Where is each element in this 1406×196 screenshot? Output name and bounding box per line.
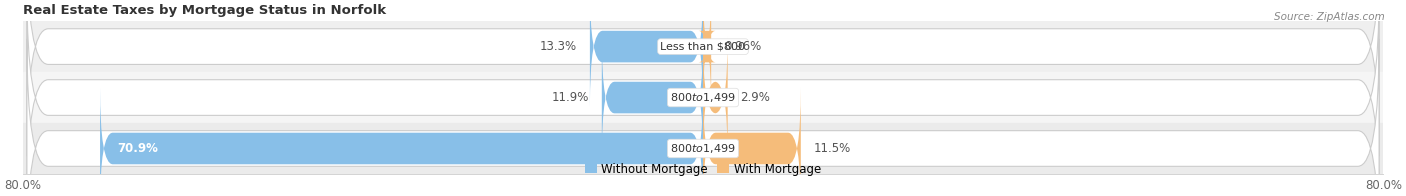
Text: 2.9%: 2.9% [741, 91, 770, 104]
FancyBboxPatch shape [27, 0, 1379, 196]
FancyBboxPatch shape [591, 0, 703, 107]
Bar [22, 21, 1384, 72]
Text: $800 to $1,499: $800 to $1,499 [671, 142, 735, 155]
FancyBboxPatch shape [100, 88, 703, 196]
Text: 11.5%: 11.5% [814, 142, 851, 155]
FancyBboxPatch shape [27, 0, 1379, 156]
Bar [22, 72, 1384, 123]
Text: Real Estate Taxes by Mortgage Status in Norfolk: Real Estate Taxes by Mortgage Status in … [22, 4, 385, 17]
Bar [22, 123, 1384, 174]
Legend: Without Mortgage, With Mortgage: Without Mortgage, With Mortgage [581, 158, 825, 180]
FancyBboxPatch shape [602, 37, 703, 158]
Text: Less than $800: Less than $800 [661, 42, 745, 52]
FancyBboxPatch shape [703, 88, 801, 196]
FancyBboxPatch shape [703, 37, 728, 158]
Text: 13.3%: 13.3% [540, 40, 576, 53]
Text: 0.96%: 0.96% [724, 40, 761, 53]
FancyBboxPatch shape [27, 39, 1379, 196]
Text: $800 to $1,499: $800 to $1,499 [671, 91, 735, 104]
Text: 11.9%: 11.9% [551, 91, 589, 104]
Text: Source: ZipAtlas.com: Source: ZipAtlas.com [1274, 12, 1385, 22]
Text: 70.9%: 70.9% [117, 142, 157, 155]
FancyBboxPatch shape [699, 0, 716, 107]
